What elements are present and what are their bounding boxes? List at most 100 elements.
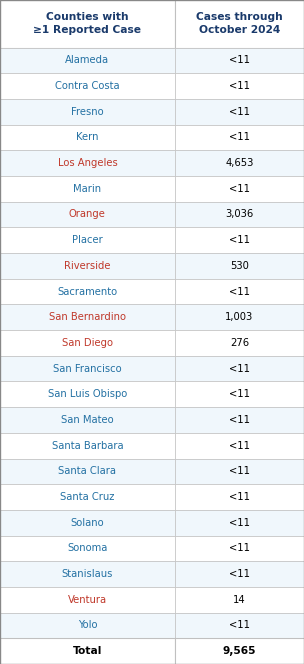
- Bar: [175, 202, 304, 227]
- Text: <11: <11: [229, 132, 250, 142]
- Text: San Diego: San Diego: [62, 338, 113, 348]
- Bar: [175, 536, 304, 561]
- Text: 4,653: 4,653: [225, 158, 254, 168]
- Bar: [175, 304, 304, 330]
- Bar: [175, 638, 304, 664]
- Text: Sonoma: Sonoma: [67, 543, 108, 553]
- Text: Yolo: Yolo: [78, 620, 97, 631]
- Bar: [0, 536, 175, 561]
- Text: Santa Cruz: Santa Cruz: [60, 492, 115, 502]
- Text: Solano: Solano: [71, 518, 104, 528]
- Bar: [0, 176, 175, 202]
- Bar: [175, 48, 304, 73]
- Bar: [0, 561, 175, 587]
- Bar: [0, 125, 175, 150]
- Bar: [175, 253, 304, 279]
- Text: <11: <11: [229, 441, 250, 451]
- Text: <11: <11: [229, 492, 250, 502]
- Text: <11: <11: [229, 569, 250, 579]
- Bar: [175, 150, 304, 176]
- Text: <11: <11: [229, 184, 250, 194]
- Text: <11: <11: [229, 107, 250, 117]
- Bar: [175, 381, 304, 407]
- Bar: [0, 48, 175, 73]
- Bar: [175, 279, 304, 304]
- Text: <11: <11: [229, 543, 250, 553]
- Bar: [175, 125, 304, 150]
- Bar: [0, 510, 175, 536]
- Text: Placer: Placer: [72, 235, 103, 245]
- Bar: [0, 407, 175, 433]
- Text: San Mateo: San Mateo: [61, 415, 114, 425]
- Text: San Francisco: San Francisco: [53, 364, 122, 374]
- Bar: [175, 484, 304, 510]
- Text: <11: <11: [229, 466, 250, 476]
- Bar: [0, 73, 175, 99]
- Text: Santa Clara: Santa Clara: [58, 466, 116, 476]
- Text: <11: <11: [229, 518, 250, 528]
- Bar: [0, 356, 175, 381]
- Text: 3,036: 3,036: [225, 209, 254, 220]
- Text: Los Angeles: Los Angeles: [57, 158, 117, 168]
- Text: Fresno: Fresno: [71, 107, 104, 117]
- Bar: [175, 561, 304, 587]
- Bar: [0, 150, 175, 176]
- Bar: [175, 587, 304, 613]
- Bar: [0, 587, 175, 613]
- Text: Marin: Marin: [73, 184, 102, 194]
- Text: San Bernardino: San Bernardino: [49, 312, 126, 322]
- Text: Alameda: Alameda: [65, 55, 109, 65]
- Text: Cases through
October 2024: Cases through October 2024: [196, 12, 283, 35]
- Text: San Luis Obispo: San Luis Obispo: [48, 389, 127, 399]
- Bar: [175, 227, 304, 253]
- Text: Orange: Orange: [69, 209, 106, 220]
- Text: Counties with
≥1 Reported Case: Counties with ≥1 Reported Case: [33, 12, 141, 35]
- Bar: [175, 73, 304, 99]
- Text: <11: <11: [229, 364, 250, 374]
- Bar: [0, 253, 175, 279]
- Bar: [175, 510, 304, 536]
- Bar: [0, 0, 175, 48]
- Bar: [175, 407, 304, 433]
- Bar: [0, 613, 175, 638]
- Bar: [0, 484, 175, 510]
- Bar: [0, 330, 175, 356]
- Bar: [175, 330, 304, 356]
- Bar: [0, 202, 175, 227]
- Text: <11: <11: [229, 287, 250, 297]
- Text: Stanislaus: Stanislaus: [62, 569, 113, 579]
- Bar: [0, 227, 175, 253]
- Bar: [175, 176, 304, 202]
- Bar: [175, 459, 304, 484]
- Text: <11: <11: [229, 389, 250, 399]
- Text: <11: <11: [229, 415, 250, 425]
- Bar: [175, 433, 304, 459]
- Text: Sacramento: Sacramento: [57, 287, 117, 297]
- Text: <11: <11: [229, 81, 250, 91]
- Text: 1,003: 1,003: [225, 312, 254, 322]
- Text: Total: Total: [73, 646, 102, 656]
- Text: 530: 530: [230, 261, 249, 271]
- Text: Kern: Kern: [76, 132, 99, 142]
- Bar: [0, 279, 175, 304]
- Text: 276: 276: [230, 338, 249, 348]
- Bar: [175, 99, 304, 125]
- Text: Riverside: Riverside: [64, 261, 111, 271]
- Text: <11: <11: [229, 55, 250, 65]
- Text: 9,565: 9,565: [223, 646, 256, 656]
- Bar: [0, 433, 175, 459]
- Bar: [175, 356, 304, 381]
- Text: Ventura: Ventura: [68, 595, 107, 605]
- Bar: [0, 99, 175, 125]
- Bar: [0, 304, 175, 330]
- Bar: [0, 638, 175, 664]
- Text: <11: <11: [229, 235, 250, 245]
- Bar: [0, 381, 175, 407]
- Bar: [175, 0, 304, 48]
- Bar: [0, 459, 175, 484]
- Bar: [175, 613, 304, 638]
- Text: Contra Costa: Contra Costa: [55, 81, 120, 91]
- Text: 14: 14: [233, 595, 246, 605]
- Text: <11: <11: [229, 620, 250, 631]
- Text: Santa Barbara: Santa Barbara: [52, 441, 123, 451]
